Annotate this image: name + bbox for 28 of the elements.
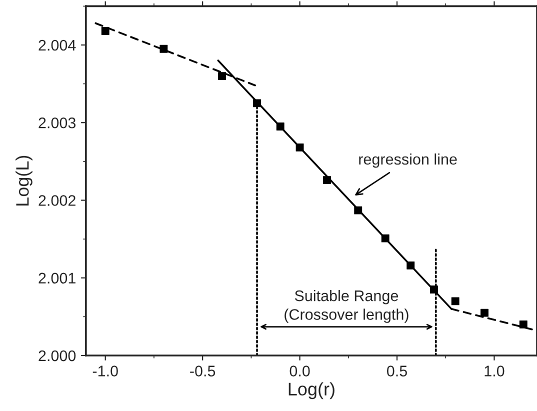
- point: [160, 44, 168, 53]
- point: [381, 234, 390, 242]
- point: [101, 27, 110, 35]
- point: [451, 297, 460, 306]
- y-tick-label: 2.002: [38, 195, 76, 206]
- point: [406, 261, 415, 270]
- point: [253, 99, 261, 108]
- x-tick-label: 1.0: [484, 366, 504, 376]
- y-tick-label: 2.001: [38, 272, 76, 284]
- x-tick-label: 0.5: [386, 366, 407, 376]
- y-tick-label: 2.000: [38, 350, 76, 362]
- point: [218, 72, 226, 80]
- point: [519, 320, 528, 328]
- x-axis-title: Log(r): [288, 382, 334, 400]
- x-tick-label: -1.0: [92, 366, 118, 376]
- point: [430, 286, 438, 294]
- annotation: regression line: [359, 153, 457, 168]
- y-tick-label: 2.004: [38, 40, 76, 51]
- y-tick-label: 2.003: [38, 117, 76, 128]
- x-tick-label: -0.5: [190, 366, 216, 376]
- point: [276, 122, 284, 130]
- point: [323, 176, 331, 184]
- x-tick-label: 0.0: [290, 366, 310, 376]
- point: [296, 143, 304, 152]
- point: [480, 308, 488, 317]
- y-axis-title: Log(L): [16, 156, 32, 206]
- point: [354, 206, 362, 214]
- annotation: Suitable Range (Crossover length): [284, 290, 408, 323]
